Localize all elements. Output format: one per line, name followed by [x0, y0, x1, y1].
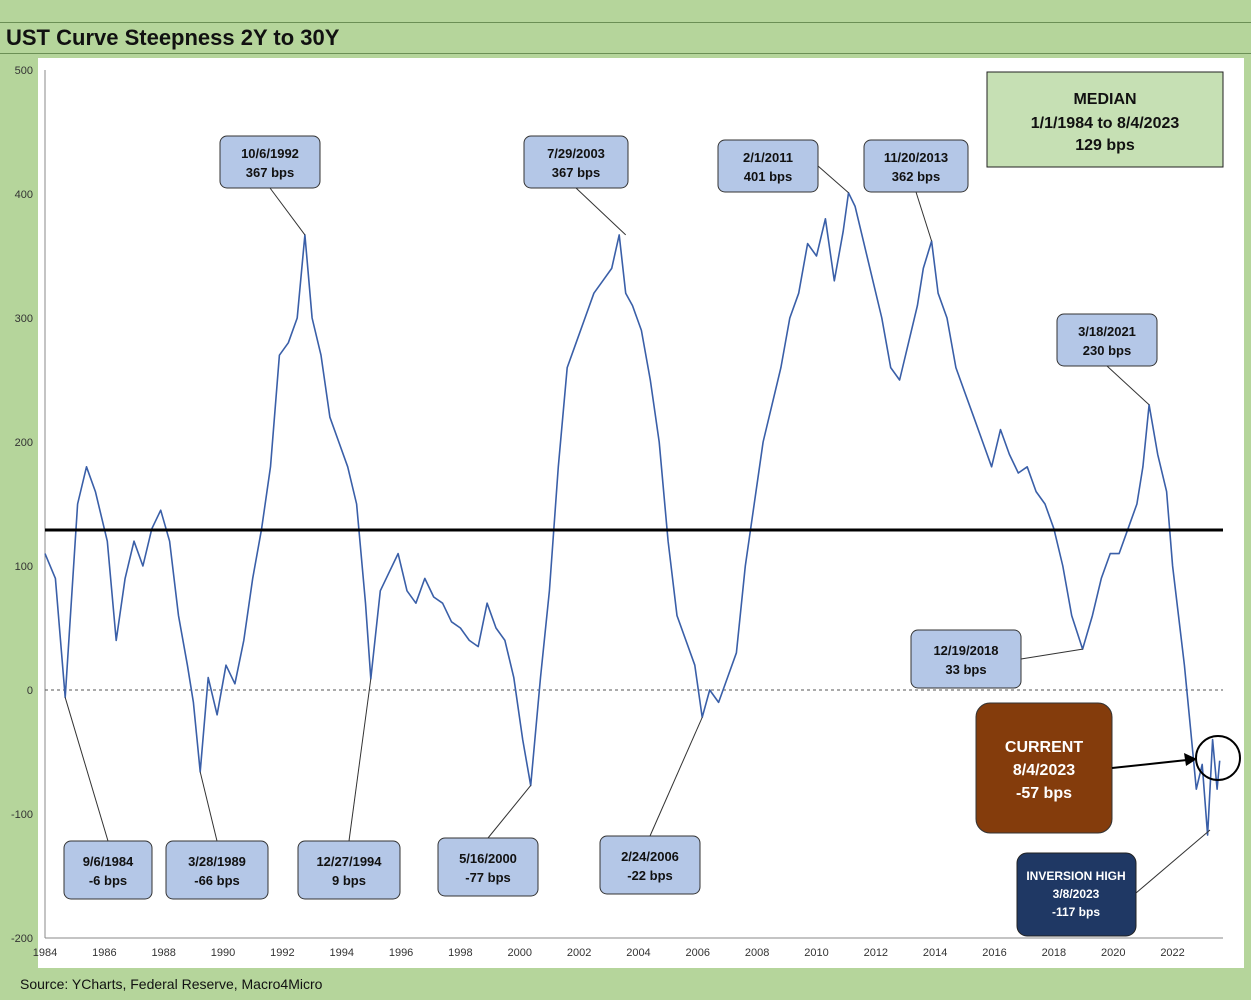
callout-leader-line [487, 785, 532, 839]
callout-value: 9 bps [332, 873, 366, 888]
callout-leader-line [348, 678, 372, 842]
callout-date: 3/18/2021 [1078, 324, 1136, 339]
y-tick-label: 200 [15, 437, 33, 449]
callout-date: 12/19/2018 [933, 643, 998, 658]
median-box-range: 1/1/1984 to 8/4/2023 [1031, 115, 1180, 132]
x-tick-label: 2012 [864, 947, 888, 959]
x-tick-label: 2004 [626, 947, 650, 959]
y-tick-label: 400 [15, 189, 33, 201]
x-tick-label: 1994 [329, 947, 353, 959]
x-tick-label: 2010 [804, 947, 828, 959]
x-tick-label: 2016 [982, 947, 1006, 959]
callout-box [219, 135, 321, 189]
inversion-box-date: 3/8/2023 [1053, 887, 1100, 901]
x-tick-label: 1996 [389, 947, 413, 959]
title-bar: UST Curve Steepness 2Y to 30Y [0, 22, 1251, 54]
callout-leader-line [817, 165, 849, 194]
median-box [986, 71, 1224, 168]
callout-date: 12/27/1994 [316, 854, 382, 869]
median-box-title: MEDIAN [1073, 91, 1136, 108]
callout-value: 230 bps [1083, 343, 1131, 358]
inversion-box-title: INVERSION HIGH [1026, 869, 1125, 883]
callout-box [523, 135, 629, 189]
callout-date: 9/6/1984 [83, 854, 134, 869]
callout-leader-line [269, 187, 306, 236]
x-tick-label: 1990 [211, 947, 235, 959]
x-tick-label: 2000 [508, 947, 532, 959]
x-tick-label: 2006 [686, 947, 710, 959]
series-line [44, 192, 1221, 836]
callout-value: 33 bps [945, 662, 986, 677]
callout-leader-line [915, 191, 933, 242]
current-box-date: 8/4/2023 [1013, 762, 1075, 779]
y-tick-label: -100 [11, 809, 33, 821]
y-tick-label: 500 [15, 65, 33, 77]
callout-value: -6 bps [89, 873, 127, 888]
callout-box [297, 840, 401, 900]
callout-leader-line [199, 771, 218, 842]
callout-value: -77 bps [465, 870, 511, 885]
callout-box [437, 837, 539, 897]
callout-value: 401 bps [744, 169, 792, 184]
callout-value: 362 bps [892, 169, 940, 184]
y-tick-label: 0 [27, 685, 33, 697]
x-tick-label: 1986 [92, 947, 116, 959]
current-box-value: -57 bps [1016, 785, 1072, 802]
x-tick-label: 2020 [1101, 947, 1125, 959]
x-tick-label: 1984 [33, 947, 57, 959]
x-tick-label: 2002 [567, 947, 591, 959]
callout-date: 7/29/2003 [547, 146, 605, 161]
chart-title: UST Curve Steepness 2Y to 30Y [6, 25, 340, 50]
median-box-value: 129 bps [1075, 137, 1135, 154]
callout-date: 2/24/2006 [621, 849, 679, 864]
callout-box [599, 835, 701, 895]
callout-value: -22 bps [627, 868, 673, 883]
y-tick-label: 100 [15, 561, 33, 573]
inversion-box [1016, 852, 1137, 937]
callout-box [63, 840, 153, 900]
y-tick-label: 300 [15, 313, 33, 325]
callout-box [717, 139, 819, 193]
x-tick-label: 2022 [1160, 947, 1184, 959]
callout-leader-line [575, 187, 627, 236]
callout-date: 11/20/2013 [884, 150, 948, 165]
x-tick-label: 2014 [923, 947, 947, 959]
inversion-leader-line [1135, 829, 1211, 894]
callout-leader-line [649, 717, 703, 837]
callout-box [165, 840, 269, 900]
callout-leader-line [1106, 365, 1150, 406]
x-tick-label: 2018 [1042, 947, 1066, 959]
callout-box [910, 629, 1022, 689]
current-arrow-line [1111, 759, 1188, 769]
callout-box [863, 139, 969, 193]
callout-date: 2/1/2011 [743, 150, 793, 165]
callout-date: 5/16/2000 [459, 851, 517, 866]
x-tick-label: 1988 [151, 947, 175, 959]
current-highlight-circle [1195, 735, 1241, 781]
inversion-box-value: -117 bps [1052, 905, 1100, 919]
y-tick-label: -200 [11, 933, 33, 945]
callout-value: 367 bps [552, 165, 600, 180]
callout-date: 3/28/1989 [188, 854, 246, 869]
callout-value: -66 bps [194, 873, 240, 888]
current-arrowhead [1184, 753, 1197, 766]
x-tick-label: 1992 [270, 947, 294, 959]
callout-date: 10/6/1992 [241, 146, 299, 161]
current-box-title: CURRENT [1005, 739, 1083, 756]
callout-value: 367 bps [246, 165, 294, 180]
x-tick-label: 1998 [448, 947, 472, 959]
callout-leader-line [64, 697, 109, 842]
callout-leader-line [1020, 648, 1083, 660]
x-tick-label: 2008 [745, 947, 769, 959]
callout-box [1056, 313, 1158, 367]
source-note: Source: YCharts, Federal Reserve, Macro4… [20, 976, 323, 992]
